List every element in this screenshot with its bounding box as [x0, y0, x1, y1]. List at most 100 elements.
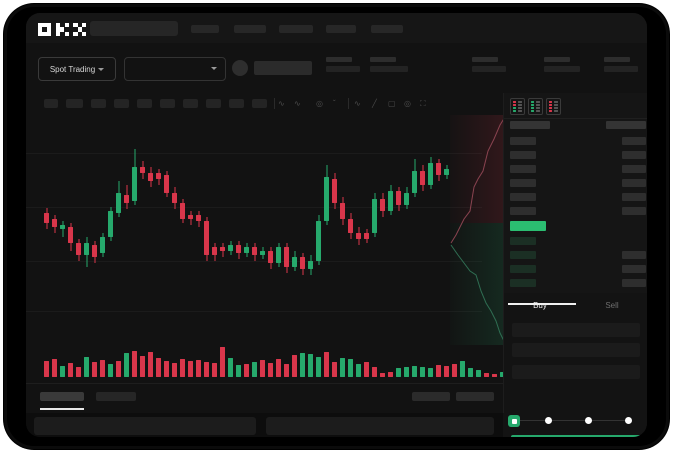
ask-row-1-price[interactable] [510, 151, 536, 159]
magnet-icon[interactable]: ╱ [372, 99, 377, 108]
interval-5[interactable] [137, 99, 152, 108]
candle-32 [300, 253, 305, 275]
bottom-action-2[interactable] [456, 392, 494, 401]
candle-49 [436, 159, 441, 181]
volume-bar-14 [156, 358, 161, 377]
step-3[interactable] [585, 417, 592, 424]
depth-chart-overlay [450, 115, 506, 345]
interval-6[interactable] [160, 99, 175, 108]
interval-3[interactable] [91, 99, 106, 108]
settings-icon[interactable]: ◎ [404, 99, 411, 108]
interval-7[interactable] [183, 99, 198, 108]
candlestick-chart[interactable] [26, 115, 482, 323]
tab-sell[interactable]: Sell [576, 301, 647, 310]
volume-bar-28 [268, 363, 273, 377]
ask-row-2-size [622, 165, 646, 173]
chevron-down-icon [98, 67, 105, 71]
volume-bar-17 [180, 359, 185, 377]
volume-bar-27 [260, 360, 265, 377]
ask-row-5-price[interactable] [510, 207, 536, 215]
interval-8[interactable] [206, 99, 221, 108]
orderbook-header-right [606, 121, 646, 129]
bid-row-2-price[interactable] [510, 265, 536, 273]
nav-item-5[interactable] [371, 25, 403, 33]
stepper-cta-bar [503, 413, 647, 437]
volume-bar-47 [420, 367, 425, 377]
ask-row-3-price[interactable] [510, 179, 536, 187]
candle-39 [356, 227, 361, 245]
volume-bar-21 [212, 363, 217, 377]
app-screen: Spot Trading ∿ ∿ ◎ ˇ ∿ ╱ ▢ ◎ ⛶ [26, 13, 647, 437]
ask-row-2-price[interactable] [510, 165, 536, 173]
candle-6 [92, 241, 97, 263]
volume-bar-54 [476, 370, 481, 377]
camera-icon[interactable]: ▢ [388, 99, 396, 108]
interval-9[interactable] [229, 99, 244, 108]
order-book-panel[interactable] [503, 93, 647, 293]
orderbook-spread-highlight[interactable] [510, 221, 546, 231]
orderbook-view-bids-icon[interactable] [528, 98, 543, 115]
instrument-bar: Spot Trading [26, 43, 647, 94]
candle-14 [156, 169, 161, 185]
pair-avatar [232, 60, 248, 76]
volume-bar-12 [140, 356, 145, 377]
interval-2[interactable] [66, 99, 83, 108]
stat-low [472, 57, 506, 72]
progress-stepper[interactable] [503, 416, 647, 427]
order-amount-field[interactable] [512, 343, 640, 357]
order-total-field[interactable] [512, 365, 640, 379]
bid-row-1-price[interactable] [510, 251, 536, 259]
nav-item-4[interactable] [326, 25, 356, 33]
nav-item-3[interactable] [279, 25, 313, 33]
volume-bar-24 [236, 365, 241, 377]
volume-bar-11 [132, 351, 137, 377]
ask-row-3-size [622, 179, 646, 187]
trade-form-panel[interactable]: Buy Sell [503, 293, 647, 413]
spot-trading-selector[interactable]: Spot Trading [38, 57, 116, 81]
tab-open-orders[interactable] [40, 392, 84, 401]
tab-order-history[interactable] [96, 392, 136, 401]
step-2[interactable] [545, 417, 552, 424]
stepper-connector [515, 420, 627, 421]
top-navigation-bar [26, 13, 647, 43]
chevron-down-icon[interactable]: ˇ [333, 99, 336, 108]
trading-pair-select[interactable] [124, 57, 226, 81]
ask-row-0-price[interactable] [510, 137, 536, 145]
spot-trading-label: Spot Trading [49, 64, 96, 74]
candle-44 [396, 187, 401, 211]
okx-logo[interactable] [38, 23, 87, 36]
submit-order-button[interactable] [511, 435, 647, 437]
nav-item-2[interactable] [234, 25, 266, 33]
bid-row-3-price[interactable] [510, 279, 536, 287]
candle-46 [412, 159, 417, 197]
bid-row-2-size [622, 265, 646, 273]
step-1-active[interactable] [509, 416, 519, 426]
volume-bar-30 [284, 364, 289, 377]
bid-row-0-price[interactable] [510, 237, 536, 245]
fullscreen-icon[interactable]: ⛶ [420, 99, 426, 108]
orderbook-view-asks-icon[interactable] [546, 98, 561, 115]
step-4[interactable] [625, 417, 632, 424]
volume-bar-35 [324, 352, 329, 377]
interval-4[interactable] [114, 99, 129, 108]
volume-bar-20 [204, 362, 209, 377]
orderbook-view-both-icon[interactable] [510, 98, 525, 115]
compare-icon[interactable]: ∿ [294, 99, 301, 108]
stat-change [326, 57, 360, 72]
search-input[interactable] [90, 21, 178, 36]
volume-bar-22 [220, 347, 225, 377]
tab-buy[interactable]: Buy [504, 301, 576, 310]
ask-row-4-price[interactable] [510, 193, 536, 201]
indicator-icon[interactable]: ∿ [278, 99, 285, 108]
nav-item-1[interactable] [191, 25, 219, 33]
alert-icon[interactable]: ◎ [316, 99, 323, 108]
line-style-icon[interactable]: ∿ [354, 99, 361, 108]
volume-bar-32 [300, 353, 305, 377]
depth-bid-area [450, 223, 506, 345]
order-price-field[interactable] [512, 323, 640, 337]
interval-10[interactable] [252, 99, 267, 108]
volume-bar-18 [188, 361, 193, 377]
interval-1[interactable] [44, 99, 58, 108]
chart-gridline-1 [26, 153, 482, 154]
bottom-action-1[interactable] [412, 392, 450, 401]
